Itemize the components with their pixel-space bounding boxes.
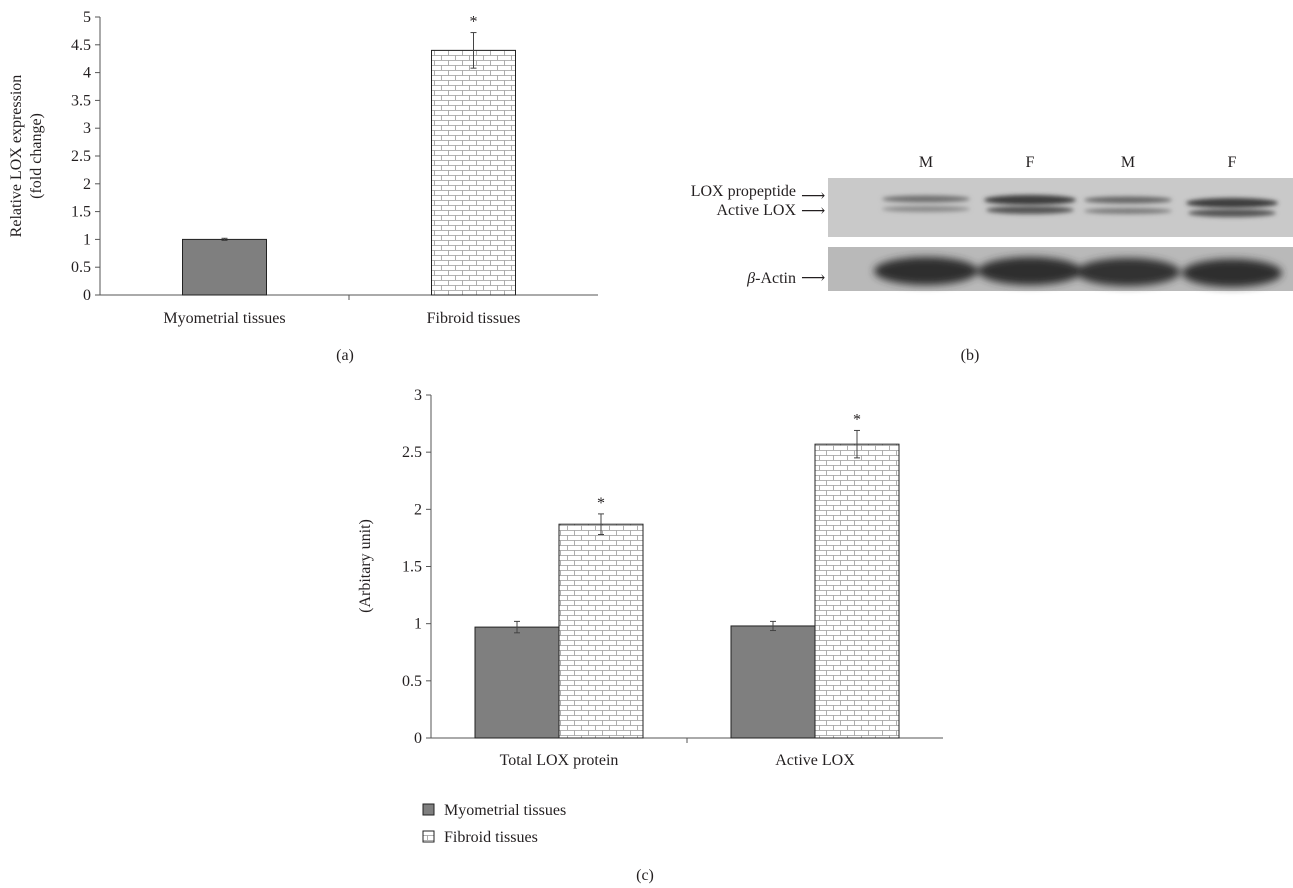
panel-c-y-tick-label: 2 [414,501,422,518]
lox-propeptide-label: LOX propeptide [691,183,796,200]
panel-a-caption: (a) [336,347,354,364]
panel-a-y-tick-label: 5 [83,9,91,26]
panel-a-y-tick-label: 1 [83,231,91,248]
panel-c-x-tick-label: Total LOX protein [500,752,619,769]
panel-c-y-axis-label: (Arbitary unit) [357,519,374,613]
panel-a-y-axis-label: Relative LOX expression [8,75,25,238]
lane-label-1: M [919,154,933,171]
panel-a-x-tick-label: Myometrial tissues [163,310,285,327]
panel-c-myometrial-bar [474,626,560,739]
panel-a-y-tick-label: 3 [83,120,91,137]
active-lox-arrow: ⟶ [801,201,825,220]
panel-c-fibroid-bar [814,443,900,739]
panel-a-y-tick-label: 4.5 [71,37,91,54]
legend-swatch-fibroid [422,830,435,843]
lane-label-4: F [1228,154,1237,171]
panel-c-y-tick-label: 0 [414,730,422,747]
legend-label-fibroid: Fibroid tissues [444,829,538,846]
panel-a-y-tick-label: 1.5 [71,204,91,221]
active-lox-label: Active LOX [716,202,796,219]
panel-a-myometrial-bar [182,238,267,296]
panel-c-y-tick-label: 0.5 [402,673,422,690]
panel-c-fibroid-significance-mark: * [597,495,605,512]
panel-a-chart: 0 0.5 1 1.5 2 2.5 3 3.5 4 4.5 5 Myometrial tissues *… [8,9,598,327]
panel-a-x-tick-label: Fibroid tissues [427,310,521,327]
legend-label-myometrial: Myometrial tissues [444,802,566,819]
panel-c-fibroid-bar [558,523,644,739]
beta-actin-arrow: ⟶ [801,268,825,287]
panel-a-y-tick-label: 3.5 [71,92,91,109]
active-lox-bands [882,206,1276,217]
panel-a-y-tick-label: 4 [83,65,91,82]
legend-swatch-myometrial [422,803,435,816]
panel-c-y-tick-label: 2.5 [402,444,422,461]
panel-c-legend: Myometrial tissues Fibroid tissues [422,802,566,846]
lane-label-2: F [1026,154,1035,171]
lane-label-3: M [1121,154,1135,171]
lox-propeptide-bands [882,195,1278,208]
panel-b-caption: (b) [961,347,980,364]
panel-a-y-tick-label: 2.5 [71,148,91,165]
panel-c-myometrial-bar [730,625,816,739]
lox-propeptide-arrow: ⟶ [801,186,825,205]
actin-bands [874,257,1282,287]
panel-c-caption: (c) [636,867,654,884]
panel-c-x-tick-label: Active LOX [775,752,855,769]
panel-c-y-tick-label: 3 [414,387,422,404]
panel-c-y-tick-label: 1.5 [402,559,422,576]
panel-a-y-tick-label: 2 [83,176,91,193]
panel-c-chart: 0 0.5 1 1.5 2 2.5 3 * Total LOX protein * Active L… [357,387,943,769]
panel-a-y-tick-label: 0 [83,287,91,304]
panel-a-fibroid-bar [431,49,516,296]
panel-b-western-blot: M F M F LOX propeptide ⟶ Active LOX ⟶ β-… [691,154,1293,291]
panel-a-y-tick-label: 0.5 [71,259,91,276]
panel-c-y-tick-label: 1 [414,616,422,633]
panel-a-fibroid-significance-mark: * [470,14,478,31]
panel-c-fibroid-significance-mark: * [853,411,861,428]
panel-a-y-axis-label-unit: (fold change) [28,113,45,199]
beta-actin-label: β-Actin [746,270,796,287]
